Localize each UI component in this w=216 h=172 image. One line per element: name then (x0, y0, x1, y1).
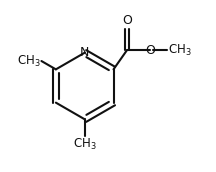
Text: CH$_3$: CH$_3$ (167, 43, 191, 58)
Text: O: O (122, 14, 132, 27)
Text: CH$_3$: CH$_3$ (73, 137, 97, 152)
Text: N: N (80, 46, 89, 59)
Text: O: O (145, 44, 155, 57)
Text: CH$_3$: CH$_3$ (17, 53, 41, 69)
